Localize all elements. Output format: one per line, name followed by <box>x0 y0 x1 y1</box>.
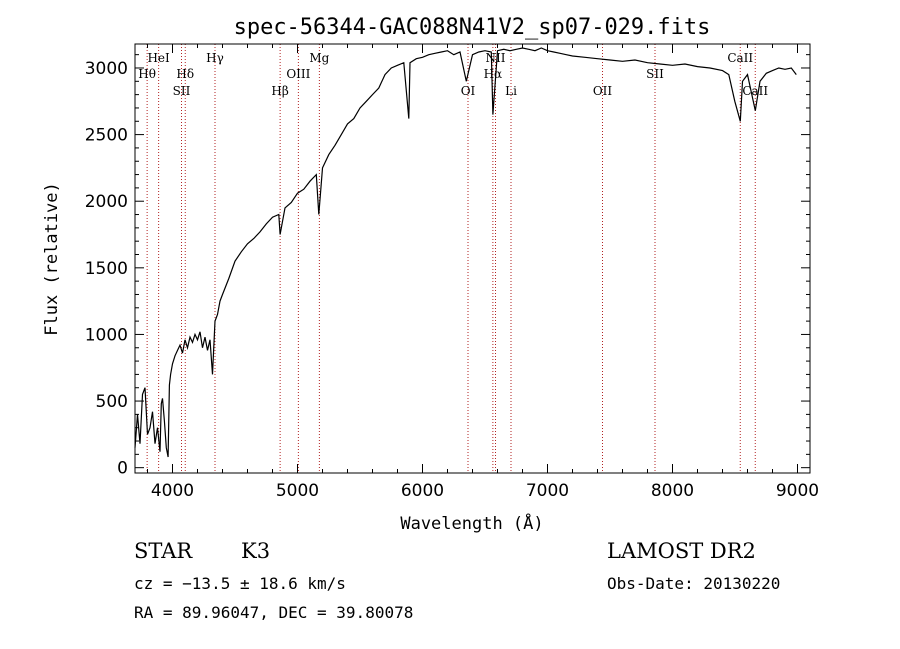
emission-line-label: OI <box>461 84 476 98</box>
emission-line-label: OII <box>593 84 613 98</box>
x-tick-label: 8000 <box>651 481 694 501</box>
emission-line-label: SII <box>646 67 664 81</box>
emission-line-label: Hθ <box>138 67 156 81</box>
y-tick-label: 1500 <box>85 259 128 279</box>
object-class: STAR <box>134 539 193 563</box>
redshift-readout: cz = −13.5 ± 18.6 km/s <box>134 574 346 593</box>
x-axis-ticks: 4000 5000 6000 7000 8000 9000 <box>147 44 819 501</box>
x-tick-label: 6000 <box>401 481 444 501</box>
emission-line-label: NII <box>486 51 506 65</box>
emission-line-label: CaII <box>727 51 753 65</box>
y-axis-ticks: 0 500 1000 1500 2000 2500 3000 <box>85 54 810 479</box>
x-tick-label: 5000 <box>276 481 319 501</box>
emission-line-label: SII <box>173 84 191 98</box>
y-tick-label: 1000 <box>85 325 128 345</box>
y-tick-label: 0 <box>117 459 128 479</box>
y-axis-label: Flux (relative) <box>42 182 62 336</box>
emission-line-label: Mg <box>309 51 329 65</box>
y-tick-label: 3000 <box>85 59 128 79</box>
spectrum-series-line <box>134 47 797 458</box>
emission-line-label: Hα <box>484 67 503 81</box>
x-tick-label: 4000 <box>151 481 194 501</box>
emission-line-label: Hδ <box>176 67 194 81</box>
coordinates-readout: RA = 89.96047, DEC = 39.80078 <box>134 603 414 622</box>
emission-line-label: CaII <box>742 84 768 98</box>
x-tick-label: 9000 <box>776 481 819 501</box>
emission-line-label: Li <box>505 84 517 98</box>
survey-name: LAMOST DR2 <box>607 539 756 563</box>
x-axis-label: Wavelength (Å) <box>400 512 543 534</box>
y-tick-label: 500 <box>96 392 128 412</box>
y-tick-label: 2500 <box>85 126 128 146</box>
chart-title: spec-56344-GAC088N41V2_sp07-029.fits <box>234 15 711 40</box>
y-tick-label: 2000 <box>85 192 128 212</box>
emission-line-label: Hγ <box>206 51 224 65</box>
spectral-subclass: K3 <box>241 539 271 563</box>
emission-line-label: Hβ <box>271 84 288 98</box>
emission-line-label: OIII <box>286 67 310 81</box>
emission-line-label: HeI <box>147 51 170 65</box>
observation-date: Obs-Date: 20130220 <box>607 574 781 593</box>
x-tick-label: 7000 <box>526 481 569 501</box>
emission-line-markers <box>146 44 756 473</box>
